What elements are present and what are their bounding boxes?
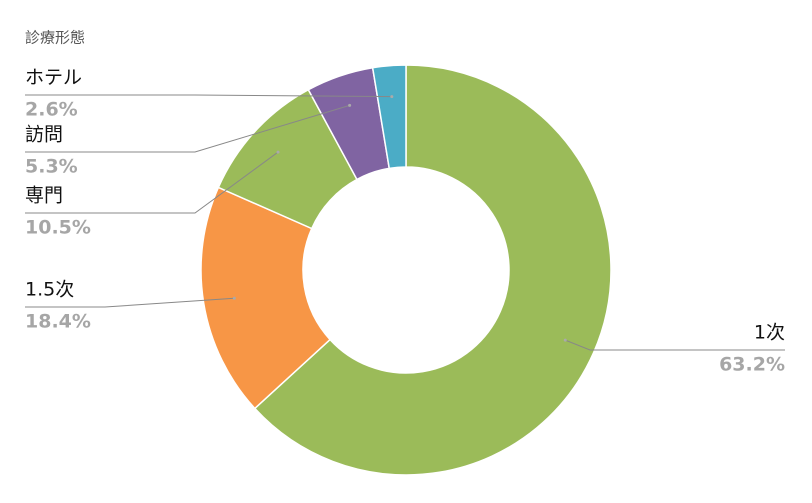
slice-value: 5.3% — [25, 156, 78, 178]
donut-slice — [200, 186, 332, 410]
leader-dot — [390, 95, 394, 99]
leader-line — [25, 297, 235, 308]
leader-dot — [563, 338, 567, 342]
leader-line — [25, 151, 279, 214]
slice-value: 2.6% — [25, 99, 78, 121]
slice-value: 18.4% — [25, 311, 91, 333]
leader-line — [25, 94, 392, 98]
leader-line — [565, 339, 785, 351]
leader-line — [25, 104, 350, 153]
slice-value: 10.5% — [25, 217, 91, 239]
leader-dot — [276, 150, 280, 154]
slice-name: 1次 — [754, 322, 785, 344]
slice-name: 訪問 — [25, 124, 63, 146]
slice-name: ホテル — [25, 67, 82, 89]
slice-value: 63.2% — [719, 354, 785, 376]
donut-slice — [253, 64, 612, 476]
chart-title: 診療形態 — [25, 29, 85, 47]
donut-slice — [371, 64, 407, 170]
leader-dot — [232, 296, 236, 300]
slice-name: 専門 — [25, 185, 63, 207]
leader-dot — [348, 103, 352, 107]
slice-name: 1.5次 — [25, 279, 74, 301]
